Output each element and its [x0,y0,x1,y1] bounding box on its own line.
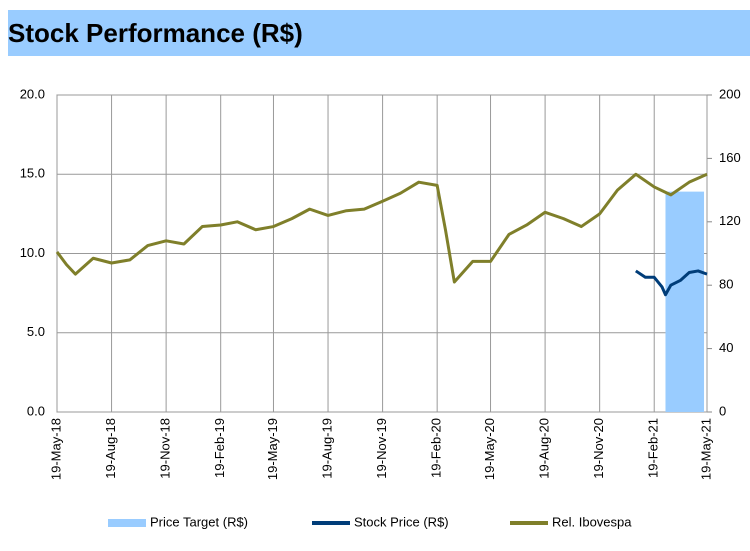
y-tick-label: 15.0 [20,166,45,181]
x-tick-label: 19-May-19 [265,418,280,480]
x-tick-label: 19-Feb-21 [646,418,661,478]
y2-tick-label: 120 [719,213,741,228]
series-line [634,269,708,297]
legend-label: Rel. Ibovespa [552,514,632,529]
legend-swatch [108,519,146,527]
y2-tick-label: 80 [719,277,733,292]
x-tick-label: 19-Feb-20 [429,418,444,478]
x-tick-label: 19-Aug-18 [103,418,118,479]
x-tick-label: 19-Feb-19 [212,418,227,478]
y2-tick-label: 160 [719,150,741,165]
legend-label: Stock Price (R$) [354,514,449,529]
y-tick-label: 10.0 [20,245,45,260]
x-tick-label: 19-Nov-18 [158,418,173,479]
x-tick-label: 19-Aug-19 [319,418,334,479]
y-tick-label: 5.0 [27,324,45,339]
x-tick-label: 19-Nov-20 [591,418,606,479]
y2-tick-label: 200 [719,86,741,101]
price-target-area [665,191,705,412]
chart-title: Stock Performance (R$) [8,18,303,48]
x-tick-label: 19-May-21 [698,418,713,480]
y2-tick-label: 40 [719,340,733,355]
legend-label: Price Target (R$) [150,514,248,529]
title-band [8,10,750,56]
x-tick-label: 19-May-18 [48,418,63,480]
y-tick-label: 20.0 [20,86,45,101]
series-line [55,172,708,284]
x-tick-label: 19-Nov-19 [374,418,389,479]
y-tick-label: 0.0 [27,403,45,418]
x-tick-label: 19-Aug-20 [537,418,552,479]
x-tick-label: 19-May-20 [482,418,497,480]
y2-tick-label: 0 [719,403,726,418]
